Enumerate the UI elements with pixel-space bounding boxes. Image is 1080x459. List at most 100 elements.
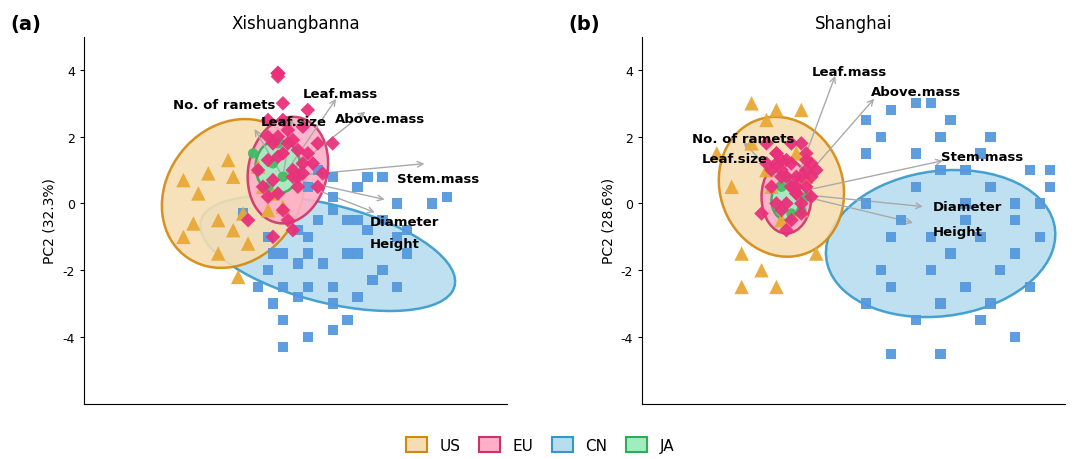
Point [259, 234, 276, 241]
Point [274, 344, 292, 351]
Point [783, 184, 800, 191]
Point [773, 174, 791, 181]
Point [758, 160, 775, 168]
Point [723, 184, 740, 191]
Point [259, 134, 276, 141]
Point [773, 167, 791, 174]
Point [743, 101, 760, 108]
Point [858, 300, 875, 308]
Point [399, 227, 416, 235]
Point [762, 167, 780, 174]
Point [230, 274, 247, 281]
Point [932, 134, 949, 141]
Point [284, 227, 301, 235]
Text: Leaf.mass: Leaf.mass [302, 88, 378, 101]
Point [762, 184, 780, 191]
Ellipse shape [771, 181, 801, 221]
Point [259, 207, 276, 214]
Point [299, 284, 316, 291]
Title: Xishuangbanna: Xishuangbanna [231, 15, 360, 33]
Point [389, 201, 406, 208]
Point [758, 117, 775, 124]
Point [274, 101, 292, 108]
Point [269, 154, 286, 161]
Point [389, 284, 406, 291]
Ellipse shape [719, 118, 845, 257]
Point [225, 174, 242, 181]
Text: Leaf.size: Leaf.size [260, 116, 326, 129]
Point [175, 177, 192, 185]
Point [374, 267, 391, 274]
Text: Above.mass: Above.mass [870, 86, 961, 99]
Point [932, 350, 949, 358]
Point [1022, 167, 1039, 174]
Point [284, 174, 301, 181]
Point [289, 227, 307, 235]
Point [314, 260, 332, 268]
Ellipse shape [247, 118, 328, 224]
Point [778, 174, 795, 181]
Point [244, 151, 261, 158]
Point [957, 201, 974, 208]
Point [289, 294, 307, 301]
Point [942, 250, 959, 257]
Point [269, 140, 286, 148]
Point [349, 294, 366, 301]
Point [259, 267, 276, 274]
Point [339, 250, 356, 257]
Point [758, 140, 775, 148]
Point [768, 284, 785, 291]
Point [882, 107, 900, 114]
Point [249, 167, 267, 174]
Point [858, 117, 875, 124]
Point [778, 201, 795, 208]
Point [324, 327, 341, 334]
Point [802, 174, 820, 181]
Point [768, 160, 785, 168]
Point [265, 190, 282, 198]
Point [269, 190, 286, 198]
Point [922, 101, 940, 108]
Point [982, 184, 999, 191]
Text: (b): (b) [568, 15, 599, 34]
Point [324, 140, 341, 148]
Point [294, 160, 311, 168]
Point [259, 194, 276, 201]
Point [808, 167, 825, 174]
Point [309, 140, 326, 148]
Point [240, 217, 257, 224]
Point [798, 157, 815, 164]
Ellipse shape [761, 161, 811, 234]
Point [972, 234, 989, 241]
Point [708, 151, 726, 158]
Point [299, 234, 316, 241]
Point [982, 300, 999, 308]
Point [793, 207, 810, 214]
Point [364, 277, 381, 284]
Point [399, 250, 416, 257]
Point [907, 184, 924, 191]
Point [274, 207, 292, 214]
Ellipse shape [826, 171, 1055, 318]
Point [932, 300, 949, 308]
Point [783, 140, 800, 148]
Point [802, 160, 820, 168]
Text: Diameter: Diameter [933, 201, 1002, 214]
Point [280, 140, 297, 148]
Ellipse shape [200, 197, 455, 311]
Point [922, 267, 940, 274]
Point [280, 217, 297, 224]
Point [249, 284, 267, 291]
Point [234, 210, 252, 218]
Point [773, 184, 791, 191]
Point [991, 267, 1009, 274]
Point [265, 300, 282, 308]
Point [768, 151, 785, 158]
Point [802, 194, 820, 201]
Point [374, 174, 391, 181]
Point [255, 184, 272, 191]
Ellipse shape [256, 141, 300, 194]
Point [324, 300, 341, 308]
Point [299, 250, 316, 257]
Text: No. of ramets: No. of ramets [692, 133, 794, 146]
